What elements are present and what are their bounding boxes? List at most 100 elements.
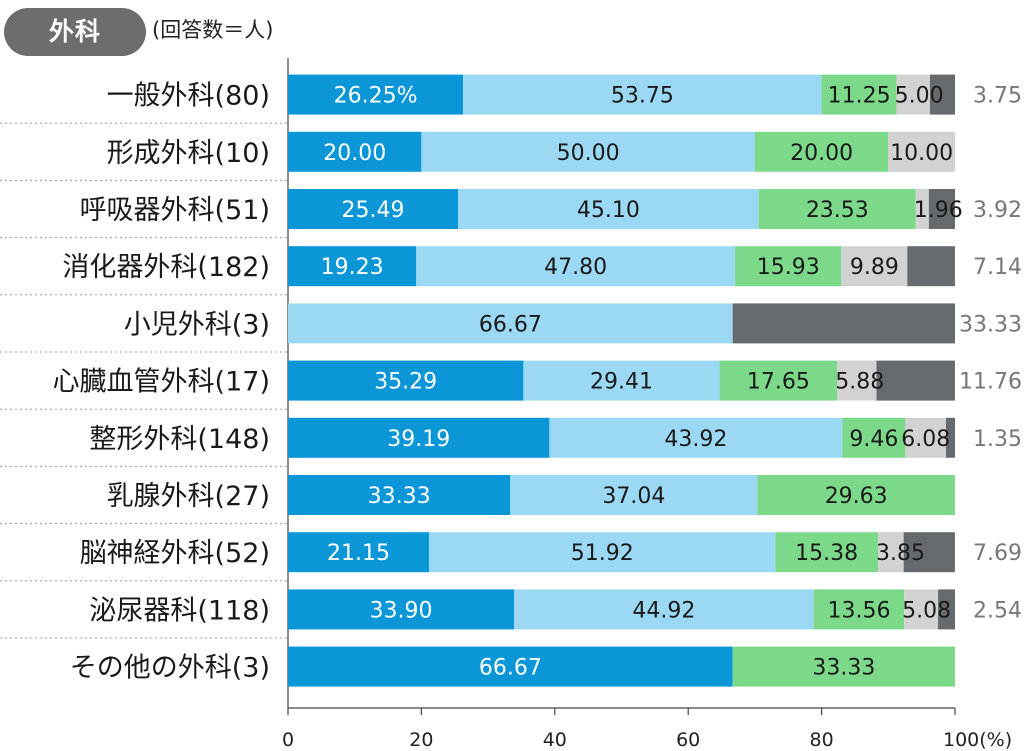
bar-value-label: 13.56 bbox=[827, 598, 890, 623]
outside-value-label: 33.33 bbox=[959, 312, 1022, 337]
bar-value-label: 53.75 bbox=[611, 84, 674, 109]
bar-value-label: 47.80 bbox=[544, 255, 607, 280]
bar-value-label: 66.67 bbox=[479, 312, 542, 337]
bar-value-label: 17.65 bbox=[747, 370, 810, 395]
bar-segment bbox=[775, 532, 878, 573]
bar-segment bbox=[523, 360, 720, 401]
bar-segment bbox=[288, 417, 550, 458]
category-label: 脳神経外科(52) bbox=[80, 538, 270, 569]
bar-segment bbox=[757, 475, 955, 515]
bar-segment bbox=[288, 532, 430, 573]
outside-value-label: 3.92 bbox=[973, 198, 1022, 223]
bar-segment bbox=[288, 74, 464, 115]
bar-segment bbox=[841, 246, 908, 287]
bar-value-label: 9.89 bbox=[850, 255, 899, 280]
bar-segment bbox=[907, 246, 955, 287]
bar-segment bbox=[928, 189, 955, 229]
bar-segment bbox=[288, 589, 515, 630]
category-label: 整形外科(148) bbox=[89, 424, 270, 455]
bar-segment bbox=[288, 246, 417, 287]
bar-value-label: 5.08 bbox=[902, 598, 951, 623]
bar-segment bbox=[732, 303, 955, 344]
bar-segment bbox=[877, 532, 904, 573]
x-tick-label: 80 bbox=[810, 729, 834, 751]
x-tick-label: 60 bbox=[676, 729, 700, 751]
bar-value-label: 35.29 bbox=[374, 370, 437, 395]
outside-value-label: 1.35 bbox=[973, 427, 1022, 452]
bar-value-label: 45.10 bbox=[577, 198, 640, 223]
bar-segment bbox=[458, 189, 759, 229]
bar-segment bbox=[837, 360, 877, 401]
bar-value-label: 33.33 bbox=[368, 484, 431, 509]
bar-value-label: 23.53 bbox=[806, 198, 869, 223]
bar-segment bbox=[421, 131, 755, 172]
bar-value-label: 1.96 bbox=[914, 198, 963, 223]
bar-value-label: 29.63 bbox=[825, 484, 888, 509]
bar-segment bbox=[903, 532, 955, 573]
bar-value-label: 50.00 bbox=[557, 141, 620, 166]
bar-segment bbox=[429, 532, 776, 573]
section-badge-label: 外科 bbox=[48, 17, 101, 46]
bar-segment bbox=[288, 360, 524, 401]
bar-segment bbox=[514, 589, 814, 630]
x-tick-label: 40 bbox=[543, 729, 567, 751]
bar-value-label: 29.41 bbox=[590, 370, 653, 395]
bar-segment bbox=[915, 189, 929, 229]
category-label: 形成外科(10) bbox=[107, 138, 270, 169]
bar-segment bbox=[888, 131, 955, 172]
bar-value-label: 15.38 bbox=[795, 541, 858, 566]
bar-value-label: 44.92 bbox=[632, 598, 695, 623]
category-label: 乳腺外科(27) bbox=[107, 481, 270, 512]
bar-segment bbox=[876, 360, 955, 401]
category-label: 小児外科(3) bbox=[124, 309, 270, 340]
bar-value-label: 19.23 bbox=[321, 255, 384, 280]
bar-segment bbox=[288, 475, 511, 515]
bar-segment bbox=[549, 417, 843, 458]
category-label: 心臓血管外科(17) bbox=[53, 367, 270, 398]
bar-value-label: 21.15 bbox=[327, 541, 390, 566]
bar-value-label: 33.90 bbox=[370, 598, 433, 623]
bar-segment bbox=[929, 74, 955, 115]
bar-value-label: 66.67 bbox=[479, 656, 542, 681]
outside-value-label: 7.14 bbox=[973, 255, 1022, 280]
bar-segment bbox=[904, 589, 939, 630]
bar-segment bbox=[288, 131, 422, 172]
bar-segment bbox=[842, 417, 906, 458]
outside-value-label: 7.69 bbox=[973, 541, 1022, 566]
category-label: 呼吸器外科(51) bbox=[80, 195, 270, 226]
bar-value-label: 6.08 bbox=[901, 427, 950, 452]
bar-value-label: 20.00 bbox=[790, 141, 853, 166]
bar-segment bbox=[813, 589, 905, 630]
bar-value-label: 11.25 bbox=[828, 84, 891, 109]
bar-segment bbox=[732, 646, 955, 687]
outside-value-label: 2.54 bbox=[973, 598, 1022, 623]
outside-value-label: 3.75 bbox=[973, 84, 1022, 109]
bar-value-label: 5.00 bbox=[895, 84, 944, 109]
outside-value-label: 11.76 bbox=[959, 370, 1022, 395]
bar-value-label: 37.04 bbox=[602, 484, 665, 509]
bar-value-label: 10.00 bbox=[890, 141, 953, 166]
bar-segment bbox=[735, 246, 842, 287]
bar-value-label: 5.88 bbox=[835, 370, 884, 395]
bar-value-label: 33.33 bbox=[812, 656, 875, 681]
bar-segment bbox=[758, 189, 916, 229]
section-badge: 外科 bbox=[4, 8, 146, 56]
bar-segment bbox=[288, 303, 733, 344]
bar-value-label: 25.49 bbox=[342, 198, 405, 223]
bar-segment bbox=[288, 189, 459, 229]
x-tick-label: 0 bbox=[282, 729, 294, 751]
bar-value-label: 39.19 bbox=[387, 427, 450, 452]
category-label: 一般外科(80) bbox=[107, 81, 270, 112]
bar-segment bbox=[719, 360, 838, 401]
bar-value-label: 20.00 bbox=[323, 141, 386, 166]
x-tick-label: 20 bbox=[409, 729, 433, 751]
bar-segment bbox=[945, 417, 955, 458]
bar-segment bbox=[463, 74, 822, 115]
category-label: 泌尿器科(118) bbox=[89, 595, 270, 626]
bar-value-label: 26.25% bbox=[334, 84, 418, 109]
bar-segment bbox=[938, 589, 955, 630]
x-tick-label: 100(%) bbox=[943, 729, 1012, 751]
unit-note: (回答数＝人) bbox=[152, 18, 274, 42]
